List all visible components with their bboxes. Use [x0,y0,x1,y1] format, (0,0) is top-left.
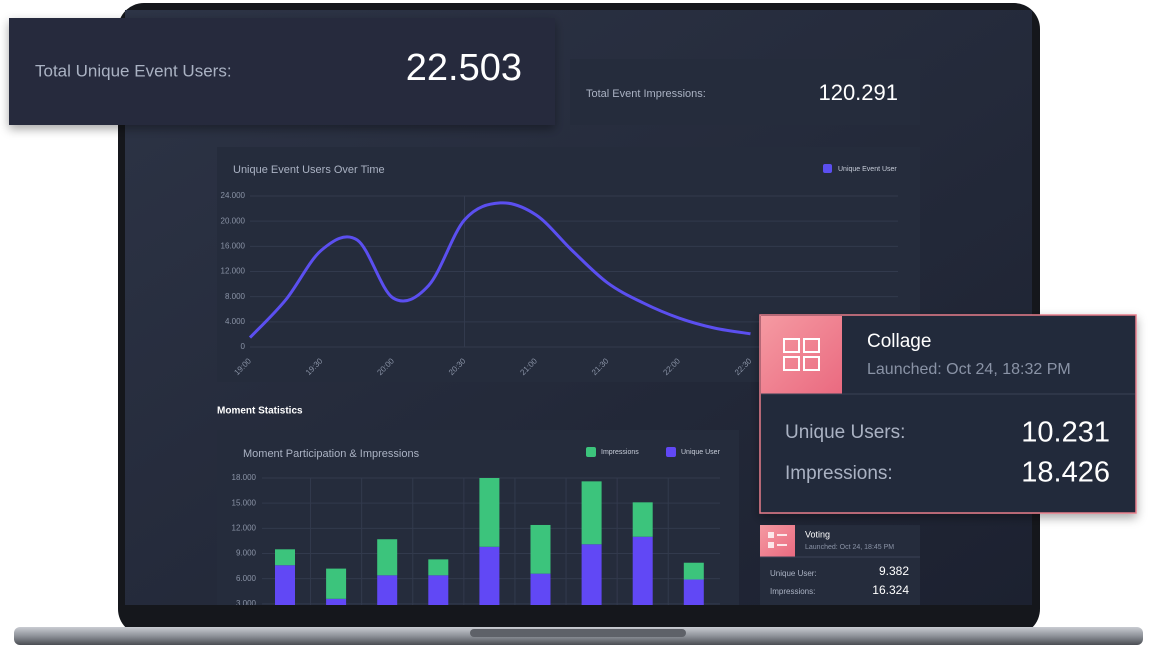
bar-segment [581,544,602,605]
y-tick-label: 15.000 [232,498,257,507]
card-value: 22.503 [406,47,522,89]
icon-glyph [777,544,787,546]
y-tick-label: 0 [241,342,246,351]
row-label: Unique User: [770,569,817,578]
y-tick-label: 9.000 [236,549,257,558]
bar-segment [428,559,449,576]
legend-label: Impressions [601,449,639,456]
bar-segment [530,524,551,574]
icon-glyph [777,534,787,536]
bar-segment [479,546,500,605]
bar-segment [275,565,295,605]
line [248,201,751,339]
card [570,59,920,125]
bar-segment [428,575,449,605]
row-value: 18.426 [1021,457,1110,489]
row-label: Unique Users: [785,422,905,443]
y-tick-label: 8.000 [225,292,246,301]
popup-subtitle: Launched: Oct 24, 18:32 PM [867,361,1071,378]
base-notch [470,629,686,637]
y-tick-label: 18.000 [232,473,257,482]
legend-swatch [586,447,596,457]
popup-title: Collage [867,331,931,352]
popup-icon [761,316,842,394]
bar-segment [683,562,704,580]
legend-label: Unique Event User [838,166,897,173]
row-value: 10.231 [1021,417,1110,449]
row-value: 16.324 [872,583,909,597]
bar-segment [581,481,602,545]
card-label: Total Unique Event Users: [35,61,232,80]
icon [760,525,795,557]
icon-glyph [768,532,774,538]
chart-title: Unique Event Users Over Time [233,164,385,176]
float-card [9,18,555,125]
moment-title: Voting [805,529,830,539]
legend-label: Unique User [681,449,721,456]
moment-subtitle: Launched: Oct 24, 18:45 PM [805,544,894,551]
icon-glyph [768,542,774,548]
bar-segment [377,575,398,605]
card-label: Total Event Impressions: [586,88,706,100]
row-label: Impressions: [770,587,815,596]
glyph [803,338,820,353]
bar-segment [683,579,704,605]
y-tick-label: 24.000 [221,191,246,200]
bar-segment [530,573,551,605]
bar-segment [632,536,653,605]
section-title: Moment Statistics [217,406,303,417]
glyph [803,356,820,371]
bar-segment [479,478,500,547]
collage-glyph [783,338,820,371]
card [9,18,555,125]
bar-segment [326,568,347,599]
bar-segment [632,502,653,537]
card-value: 120.291 [818,80,898,105]
bar-segment [275,549,295,566]
chart-title: Moment Participation & Impressions [243,448,420,460]
y-tick-label: 4.000 [225,317,246,326]
y-tick-label: 20.000 [221,216,246,225]
y-tick-label: 12.000 [232,523,257,532]
glyph [783,338,800,353]
row-value: 9.382 [879,564,909,578]
screen-content: Total Event Impressions: 120.291 Unique … [217,59,920,608]
legend-swatch [666,447,676,457]
y-tick-label: 6.000 [236,574,257,583]
glyph [783,356,800,371]
bar-segment [326,598,347,605]
row-label: Impressions: [785,463,893,484]
y-tick-label: 3.000 [236,599,257,608]
legend-swatch [823,164,832,173]
y-tick-label: 16.000 [221,241,246,250]
y-tick-label: 12.000 [221,267,246,276]
bar-segment [377,539,398,576]
